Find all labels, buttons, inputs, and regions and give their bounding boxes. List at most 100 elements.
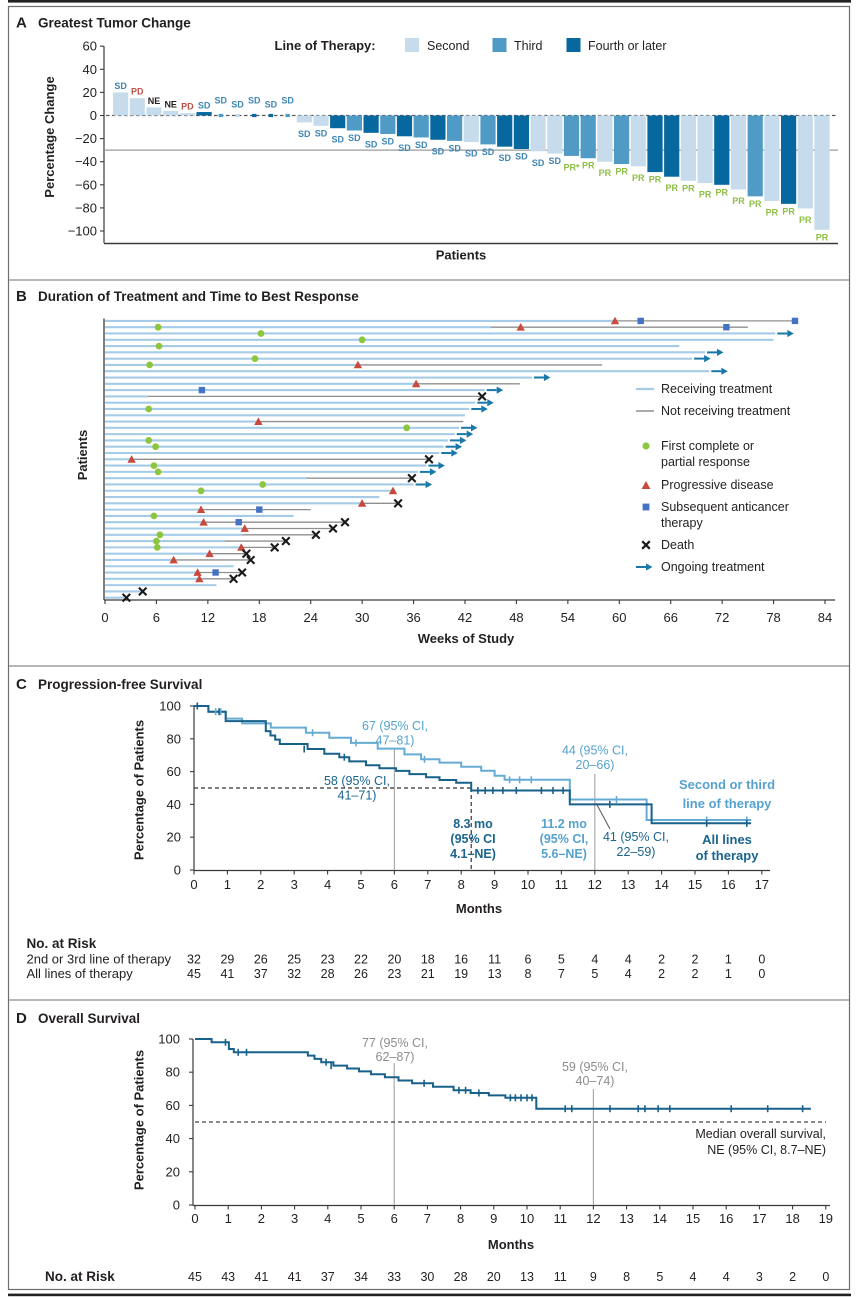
svg-text:36: 36 [406,610,420,625]
svg-text:PR: PR [615,167,628,177]
svg-text:28: 28 [321,967,335,981]
svg-text:PR: PR [699,190,712,200]
svg-text:11.2 mo: 11.2 mo [541,817,587,831]
svg-text:PR: PR [732,196,745,206]
svg-text:80: 80 [166,1065,180,1080]
svg-text:20: 20 [167,830,181,845]
svg-text:6: 6 [391,1211,398,1226]
svg-text:1: 1 [725,967,732,981]
svg-text:3: 3 [756,1270,763,1284]
svg-text:PR: PR [782,206,795,216]
svg-text:9: 9 [491,877,498,892]
svg-text:32: 32 [187,953,201,967]
svg-text:5: 5 [591,967,598,981]
svg-text:8: 8 [623,1270,630,1284]
svg-text:20: 20 [83,85,97,100]
svg-text:(95% CI,: (95% CI, [540,832,589,846]
svg-text:2: 2 [258,1211,265,1226]
svg-text:Not receiving treatment: Not receiving treatment [661,404,791,418]
svg-text:−20: −20 [75,131,97,146]
svg-text:10: 10 [520,1211,534,1226]
svg-text:No. at Risk: No. at Risk [45,1269,115,1284]
svg-text:1: 1 [224,877,231,892]
svg-text:A: A [16,15,27,32]
svg-text:21: 21 [421,967,435,981]
svg-text:NE (95% CI, 8.7–NE): NE (95% CI, 8.7–NE) [707,1143,826,1157]
svg-text:13: 13 [520,1270,534,1284]
svg-text:100: 100 [159,699,181,714]
svg-text:−40: −40 [75,154,97,169]
svg-text:48: 48 [509,610,523,625]
svg-text:Second: Second [427,39,469,53]
svg-text:11: 11 [553,1211,567,1226]
svg-text:20: 20 [487,1270,501,1284]
svg-text:30: 30 [420,1270,434,1284]
svg-text:3: 3 [291,1211,298,1226]
svg-text:Weeks of Study: Weeks of Study [418,631,515,646]
svg-text:0: 0 [758,953,765,967]
svg-text:10: 10 [521,877,535,892]
svg-text:Percentage of Patients: Percentage of Patients [132,720,147,860]
svg-text:66: 66 [663,610,677,625]
svg-text:15: 15 [688,877,702,892]
svg-text:54: 54 [561,610,575,625]
svg-text:SD: SD [532,158,545,168]
svg-text:SD: SD [348,133,361,143]
svg-text:77 (95% CI,: 77 (95% CI, [362,1036,428,1050]
svg-text:12: 12 [588,877,602,892]
svg-text:−60: −60 [75,177,97,192]
svg-text:2: 2 [692,967,699,981]
svg-text:PR: PR [599,168,612,178]
svg-text:All lines of therapy: All lines of therapy [27,966,134,981]
svg-text:11: 11 [554,1270,567,1284]
svg-text:SD: SD [315,128,328,138]
svg-text:0: 0 [190,877,197,892]
svg-text:SD: SD [398,143,411,153]
svg-text:60: 60 [167,764,181,779]
svg-text:0: 0 [173,1198,180,1213]
svg-text:SD: SD [298,129,311,139]
svg-text:SD: SD [448,143,461,153]
svg-text:43: 43 [221,1270,235,1284]
svg-text:Duration of Treatment and Time: Duration of Treatment and Time to Best R… [38,289,359,304]
svg-text:19: 19 [454,967,468,981]
svg-text:PR: PR [632,173,645,183]
svg-text:SD: SD [114,81,127,91]
svg-text:2: 2 [658,967,665,981]
svg-text:SD: SD [465,149,478,159]
svg-text:SD: SD [382,136,395,146]
svg-text:8: 8 [525,967,532,981]
svg-text:6: 6 [153,610,160,625]
svg-text:40: 40 [167,797,181,812]
svg-text:8.3 mo: 8.3 mo [453,817,493,831]
svg-text:16: 16 [719,1211,733,1226]
svg-text:62–87): 62–87) [376,1050,415,1064]
svg-text:28: 28 [454,1270,468,1284]
svg-text:22: 22 [354,953,368,967]
svg-text:4: 4 [625,953,632,967]
svg-text:Overall Survival: Overall Survival [38,1011,140,1026]
svg-text:15: 15 [686,1211,700,1226]
svg-text:4: 4 [690,1270,697,1284]
svg-text:Percentage Change: Percentage Change [42,76,57,197]
svg-text:22–59): 22–59) [617,845,656,859]
svg-text:PR: PR [716,187,729,197]
svg-text:Second or third: Second or third [679,777,775,792]
svg-text:19: 19 [819,1211,833,1226]
svg-text:60: 60 [83,39,97,54]
svg-text:PR: PR [682,183,695,193]
svg-text:4: 4 [723,1270,730,1284]
svg-text:24: 24 [303,610,317,625]
svg-text:of therapy: of therapy [696,848,760,863]
svg-text:therapy: therapy [661,516,703,530]
svg-text:7: 7 [424,877,431,892]
svg-text:Third: Third [514,39,543,53]
svg-text:C: C [16,676,27,693]
svg-text:5: 5 [357,877,364,892]
svg-text:42: 42 [458,610,472,625]
svg-text:32: 32 [287,967,301,981]
svg-text:Months: Months [488,1237,534,1252]
svg-text:SD: SD [515,151,528,161]
svg-text:3: 3 [291,877,298,892]
svg-text:23: 23 [387,967,401,981]
